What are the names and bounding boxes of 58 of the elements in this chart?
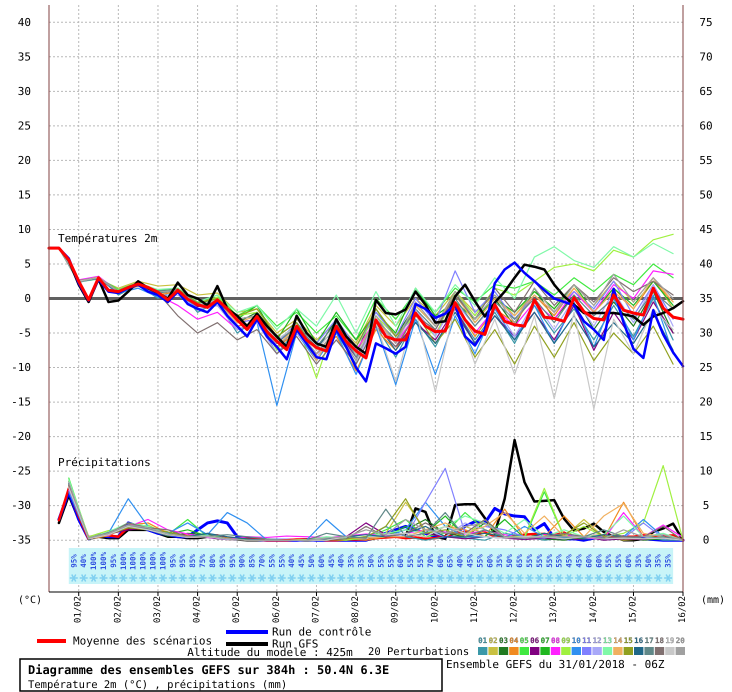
y-tick-label: -5 bbox=[18, 326, 31, 340]
x-tick-label: 14/02 bbox=[588, 596, 599, 624]
x-tick-label: 05/02 bbox=[232, 596, 242, 624]
y-tick-label: -30 bbox=[11, 499, 31, 512]
text: Diagramme des ensembles GEFS sur 384h : 50.4N 6.3E bbox=[28, 663, 390, 677]
legend-title: 20 Perturbations bbox=[368, 646, 470, 658]
x-tick-label: 06/02 bbox=[272, 596, 282, 624]
x-tick-label: 12/02 bbox=[510, 596, 520, 624]
y-tick-label: 15 bbox=[18, 188, 31, 202]
y2-tick-label: 5 bbox=[702, 499, 710, 512]
y-tick-label: 25 bbox=[18, 119, 31, 132]
y-tick-label: -10 bbox=[11, 361, 31, 374]
x-tick-label: 11/02 bbox=[470, 596, 480, 624]
x-tick-label: 08/02 bbox=[351, 596, 362, 624]
y-tick-label: 40 bbox=[18, 16, 31, 29]
y2-tick-label: 60 bbox=[699, 119, 713, 132]
y-tick-label: -20 bbox=[11, 430, 31, 444]
x-tick-label: 03/02 bbox=[152, 596, 163, 624]
y2-tick-label: 15 bbox=[699, 430, 713, 444]
y-axis-title: (°C) bbox=[18, 595, 42, 606]
x-tick-label: 01/02 bbox=[74, 596, 84, 624]
y2-tick-label: 0 bbox=[702, 534, 710, 547]
x-tick-label: 02/02 bbox=[113, 596, 124, 624]
legend-label: Moyenne des scénarios bbox=[73, 634, 212, 648]
x-tick-label: 10/02 bbox=[430, 596, 440, 624]
y2-tick-label: 65 bbox=[699, 84, 713, 98]
y-tick-label: -25 bbox=[11, 464, 31, 478]
x-tick-label: 09/02 bbox=[390, 596, 401, 624]
y-tick-label: 20 bbox=[18, 154, 31, 167]
text: Température 2m (°C) , précipitations (mm) bbox=[28, 679, 288, 691]
annotation: Précipitations bbox=[58, 456, 151, 469]
y2-axis-title: (mm) bbox=[700, 595, 726, 606]
y2-tick-label: 55 bbox=[699, 154, 713, 167]
text: Ensemble GEFS du 31/01/2018 - 06Z bbox=[446, 658, 665, 671]
x-tick-label: 15/02 bbox=[628, 596, 638, 624]
y2-tick-label: 70 bbox=[699, 50, 713, 64]
y-tick-label: -35 bbox=[11, 534, 31, 547]
y-tick-label: -15 bbox=[11, 396, 31, 409]
x-tick-label: 07/02 bbox=[311, 596, 322, 624]
legend-label: Run de contrôle bbox=[272, 626, 372, 638]
y-tick-label: 5 bbox=[24, 257, 31, 270]
y2-tick-label: 40 bbox=[699, 257, 713, 270]
y2-tick-label: 45 bbox=[699, 222, 713, 236]
x-tick-label: 13/02 bbox=[549, 596, 560, 624]
y-tick-label: 35 bbox=[18, 50, 31, 64]
y2-tick-label: 30 bbox=[699, 326, 713, 340]
x-tick-label: 16/02 bbox=[678, 596, 688, 624]
x-tick-label: 04/02 bbox=[192, 596, 203, 624]
y2-tick-label: 75 bbox=[699, 16, 713, 29]
y2-tick-label: 50 bbox=[699, 188, 713, 202]
y2-tick-label: 10 bbox=[699, 464, 713, 478]
y-tick-label: 10 bbox=[18, 222, 31, 236]
y-tick-label: 0 bbox=[24, 292, 31, 305]
annotation: Températures 2m bbox=[58, 232, 158, 245]
y2-tick-label: 20 bbox=[699, 396, 713, 409]
y-tick-label: 30 bbox=[18, 84, 31, 98]
y2-tick-label: 35 bbox=[699, 292, 713, 305]
y2-tick-label: 25 bbox=[699, 361, 713, 374]
